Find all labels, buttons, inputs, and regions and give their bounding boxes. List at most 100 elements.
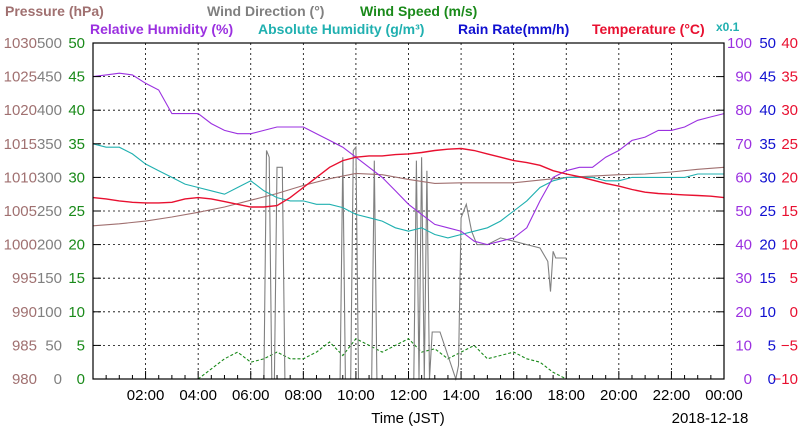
series-line-pressure <box>92 166 725 227</box>
right-tick-label: 45 <box>759 69 776 86</box>
x-tick-label: 12:00 <box>390 387 428 404</box>
right-tick-label: 5 <box>768 337 776 354</box>
header-pressure: Pressure (hPa) <box>5 3 104 19</box>
x-axis-labels: 02:00 04:00 06:00 08:00 10:00 12:00 14:00 16:00… <box>127 387 743 404</box>
left-tick-label: 1000 <box>4 237 37 254</box>
right-tick-label: 25 <box>781 136 798 153</box>
left-tick-label: 995 <box>12 270 37 287</box>
x-tick-label: 18:00 <box>547 387 585 404</box>
right-tick-label: −5 <box>781 337 798 354</box>
right-tick-label: 60 <box>735 169 752 186</box>
right-tick-label: 0 <box>744 371 752 388</box>
left-tick-label: 10 <box>68 304 85 321</box>
left-tick-label: 30 <box>68 169 85 186</box>
left-tick-label: 40 <box>68 102 85 119</box>
right-tick-label: 0 <box>768 371 776 388</box>
left-tick-label: 250 <box>37 203 62 220</box>
right-tick-label: 20 <box>781 169 798 186</box>
right-tick-label: 5 <box>790 270 798 287</box>
axis-ticks <box>93 76 724 379</box>
left-tick-label: 350 <box>37 136 62 153</box>
right-tick-label: 40 <box>735 237 752 254</box>
left-tick-label: 980 <box>12 371 37 388</box>
left-tick-label: 1025 <box>4 69 37 86</box>
series-line-temp <box>92 147 725 208</box>
right-tick-label: 30 <box>759 169 776 186</box>
left-tick-label: 25 <box>68 203 85 220</box>
right-tick-label: 0 <box>790 304 798 321</box>
header-wind-speed: Wind Speed (m/s) <box>360 3 477 19</box>
right-tick-label: 50 <box>735 203 752 220</box>
right-tick-label: 100 <box>727 35 752 52</box>
left-tick-label: 50 <box>68 35 85 52</box>
series-line-wind_speed <box>93 338 724 380</box>
chart-date: 2018-12-18 <box>672 410 749 427</box>
left-tick-label: 1030 <box>4 35 37 52</box>
right-tick-label: 90 <box>735 69 752 86</box>
x-tick-label: 00:00 <box>705 387 743 404</box>
right-tick-label: 40 <box>781 35 798 52</box>
right-tick-label: 15 <box>781 203 798 220</box>
left-tick-label: 400 <box>37 102 62 119</box>
grid-lines <box>93 43 724 379</box>
header-rain-rate: Rain Rate(mm/h) <box>458 21 569 37</box>
right-tick-label: 20 <box>735 304 752 321</box>
left-tick-label: 50 <box>45 337 62 354</box>
x-tick-label: 02:00 <box>127 387 165 404</box>
right-axis-labels: 1009080706050403020100504540353025201510… <box>727 35 798 388</box>
x-tick-label: 16:00 <box>495 387 533 404</box>
left-tick-label: 1015 <box>4 136 37 153</box>
x-tick-label: 10:00 <box>337 387 375 404</box>
left-tick-label: 1010 <box>4 169 37 186</box>
left-tick-label: 990 <box>12 304 37 321</box>
header-wind-direction: Wind Direction (°) <box>207 3 324 19</box>
left-tick-label: 150 <box>37 270 62 287</box>
right-tick-label: 35 <box>759 136 776 153</box>
left-tick-label: 985 <box>12 337 37 354</box>
x-axis-title: Time (JST) <box>371 410 445 427</box>
left-tick-label: 500 <box>37 35 62 52</box>
series-line-rh <box>92 72 725 246</box>
header-absolute-humidity: Absolute Humidity (g/m³) <box>258 21 424 37</box>
right-tick-label: 50 <box>759 35 776 52</box>
left-tick-label: 300 <box>37 169 62 186</box>
right-tick-label: 30 <box>735 270 752 287</box>
left-tick-label: 20 <box>68 237 85 254</box>
header-relative-humidity: Relative Humidity (%) <box>90 21 233 37</box>
left-tick-label: 15 <box>68 270 85 287</box>
right-tick-label: 25 <box>759 203 776 220</box>
header-scale-note: x0.1 <box>716 20 740 34</box>
left-tick-label: 100 <box>37 304 62 321</box>
x-tick-label: 20:00 <box>600 387 638 404</box>
x-tick-label: 04:00 <box>179 387 217 404</box>
left-tick-label: 200 <box>37 237 62 254</box>
right-tick-label: 15 <box>759 270 776 287</box>
x-tick-label: 22:00 <box>653 387 691 404</box>
chart-header: Pressure (hPa) Wind Direction (°) Wind S… <box>5 3 740 37</box>
left-tick-label: 1005 <box>4 203 37 220</box>
right-tick-label: 40 <box>759 102 776 119</box>
left-tick-label: 0 <box>77 371 85 388</box>
x-tick-label: 06:00 <box>232 387 270 404</box>
right-tick-label: 35 <box>781 69 798 86</box>
right-tick-label: 70 <box>735 136 752 153</box>
left-tick-label: 450 <box>37 69 62 86</box>
x-tick-label: 08:00 <box>285 387 323 404</box>
left-tick-label: 45 <box>68 69 85 86</box>
right-tick-label: 20 <box>759 237 776 254</box>
series-line-ah <box>92 143 724 239</box>
right-tick-label: 10 <box>781 237 798 254</box>
right-tick-label: 30 <box>781 102 798 119</box>
left-axis-labels: 1030102510201015101010051000995990985980… <box>4 35 85 388</box>
x-tick-label: 14:00 <box>442 387 480 404</box>
right-tick-label: −10 <box>773 371 798 388</box>
left-tick-label: 1020 <box>4 102 37 119</box>
left-tick-label: 5 <box>77 337 85 354</box>
left-tick-label: 35 <box>68 136 85 153</box>
right-tick-label: 80 <box>735 102 752 119</box>
header-temperature: Temperature (°C) <box>592 21 705 37</box>
right-tick-label: 10 <box>759 304 776 321</box>
left-tick-label: 0 <box>54 371 62 388</box>
right-tick-label: 10 <box>735 337 752 354</box>
